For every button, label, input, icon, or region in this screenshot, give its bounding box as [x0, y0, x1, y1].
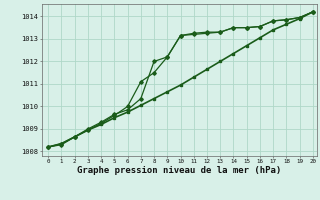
X-axis label: Graphe pression niveau de la mer (hPa): Graphe pression niveau de la mer (hPa) [77, 166, 281, 175]
